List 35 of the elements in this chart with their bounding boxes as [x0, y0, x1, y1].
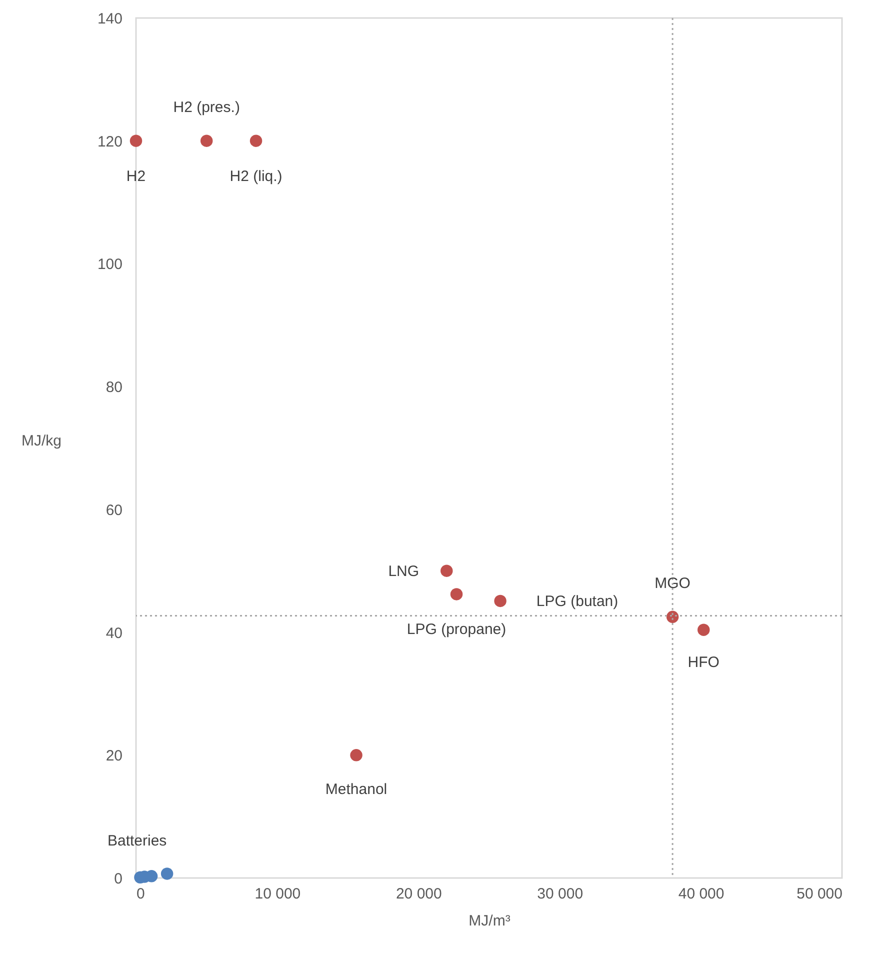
- y-axis-title: MJ/kg: [21, 432, 62, 450]
- annotation: LNG: [388, 562, 420, 580]
- x-axis-title: MJ/m³: [468, 912, 510, 930]
- point: [350, 749, 362, 762]
- annotation: HFO: [688, 654, 720, 671]
- x-tick-label: 0: [136, 886, 145, 902]
- y-tick-label: 100: [97, 256, 122, 274]
- y-tick-label: 40: [106, 624, 122, 642]
- point: [200, 134, 213, 147]
- y-tick-label: 60: [106, 502, 122, 519]
- annotation: H2 (liq.): [230, 168, 282, 185]
- y-tick-label: 0: [114, 870, 122, 888]
- point: [450, 588, 463, 600]
- y-tick-label: 140: [97, 10, 122, 28]
- point: [494, 594, 506, 608]
- x-tick-label: 10 000: [254, 886, 301, 902]
- point: [160, 868, 174, 880]
- annotation: Methanol: [325, 781, 388, 798]
- point: [698, 624, 710, 636]
- annotation: H2 (pres.): [173, 98, 240, 116]
- x-tick-label: 30 000: [537, 886, 584, 902]
- annotation: LPG (butan): [536, 592, 618, 610]
- point: [440, 564, 453, 577]
- x-tick-label: 50 000: [796, 886, 842, 902]
- y-tick-label: 80: [106, 379, 122, 396]
- point: [130, 134, 142, 147]
- annotation: MGO: [654, 574, 690, 592]
- annotation: LPG (propane): [406, 621, 506, 638]
- y-tick-label: 120: [97, 133, 122, 150]
- point: [250, 134, 262, 147]
- y-tick-label: 20: [106, 748, 122, 765]
- annotation: H2: [126, 168, 146, 185]
- x-tick-label: 40 000: [678, 886, 724, 902]
- x-tick-label: 20 000: [396, 886, 442, 902]
- annotation: Batteries: [107, 832, 167, 850]
